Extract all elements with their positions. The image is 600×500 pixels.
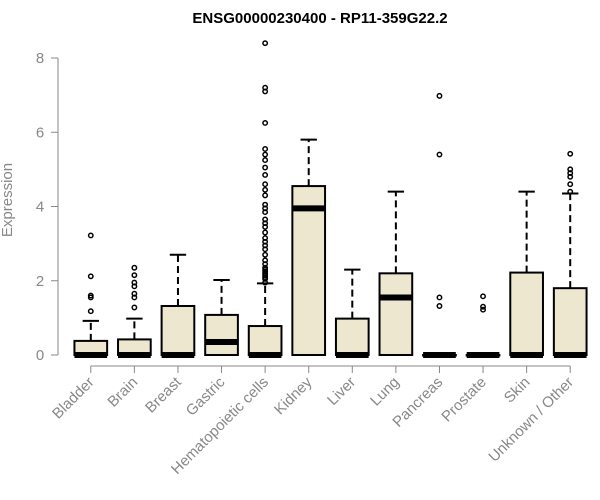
outlier-point: [567, 188, 574, 195]
outlier-point: [262, 251, 269, 258]
outlier-point: [262, 171, 269, 178]
outlier-point: [262, 235, 269, 242]
outlier-point: [262, 40, 269, 47]
box-body: [204, 313, 239, 356]
y-tick-label: 6: [36, 124, 44, 141]
outlier-point: [480, 293, 486, 300]
outlier-point: [262, 201, 269, 208]
boxplot-group: [552, 150, 588, 358]
boxplot-group: [509, 190, 544, 358]
outlier-point: [262, 84, 269, 91]
x-tick-label: Brain: [104, 374, 141, 411]
x-tick-label: Kidney: [271, 373, 316, 418]
outlier-point: [480, 306, 486, 313]
outlier-point: [436, 294, 443, 301]
y-tick-label: 0: [36, 347, 44, 364]
box-body: [160, 304, 196, 356]
plot-area: [73, 40, 588, 358]
x-tick-label: Bladder: [49, 374, 98, 423]
boxplot-group: [247, 40, 283, 358]
y-axis-label: Expression: [0, 163, 16, 237]
x-tick-label: Skin: [501, 374, 534, 407]
outlier-point: [262, 186, 269, 193]
outlier-point: [131, 290, 138, 297]
y-tick-label: 4: [36, 199, 44, 216]
outlier-point: [262, 192, 269, 199]
y-tick-label: 8: [36, 50, 44, 67]
outlier-point: [131, 304, 138, 311]
outlier-point: [262, 146, 269, 152]
outlier-point: [262, 257, 269, 264]
outlier-point: [87, 308, 94, 315]
outlier-point: [262, 164, 269, 171]
outlier-point: [436, 92, 443, 99]
outlier-point: [262, 216, 269, 223]
boxplot-group: [334, 268, 370, 358]
box-body: [509, 271, 544, 356]
box-body: [291, 185, 327, 356]
outlier-point: [262, 229, 269, 236]
outlier-point: [131, 279, 138, 286]
boxplot-group: [291, 138, 327, 356]
outlier-point: [87, 273, 94, 280]
y-tick-label: 2: [36, 273, 44, 290]
outlier-point: [262, 157, 269, 164]
outlier-point: [480, 303, 486, 310]
x-tick-label: Liver: [324, 374, 359, 409]
outlier-point: [567, 150, 574, 157]
outlier-point: [436, 303, 443, 309]
boxplot-group: [160, 253, 196, 358]
outlier-point: [262, 151, 269, 158]
boxplot-group: [73, 232, 109, 358]
outlier-point: [87, 232, 94, 239]
boxplot-group: [422, 92, 457, 358]
box-body: [334, 317, 370, 356]
x-tick-label: Lung: [367, 374, 403, 410]
boxplot-group: [465, 293, 501, 358]
outlier-point: [131, 264, 138, 271]
outlier-point: [131, 272, 138, 279]
outlier-point: [567, 166, 574, 173]
y-axis: 0 2 4 6 8: [36, 50, 59, 364]
x-tick-label: Breast: [142, 373, 185, 416]
chart-title: ENSG00000230400 - RP11-359G22.2: [192, 10, 447, 27]
outlier-point: [436, 151, 443, 158]
x-tick-label: Prostate: [438, 374, 490, 426]
boxplot-group: [117, 264, 152, 358]
boxplot-group: [204, 279, 239, 356]
outlier-point: [87, 292, 94, 299]
outlier-point: [262, 181, 269, 188]
boxplot-group: [378, 190, 414, 357]
outlier-point: [567, 181, 574, 188]
box-body: [552, 287, 588, 356]
box-body: [378, 272, 414, 357]
outlier-point: [262, 120, 269, 126]
box-body: [247, 325, 283, 357]
